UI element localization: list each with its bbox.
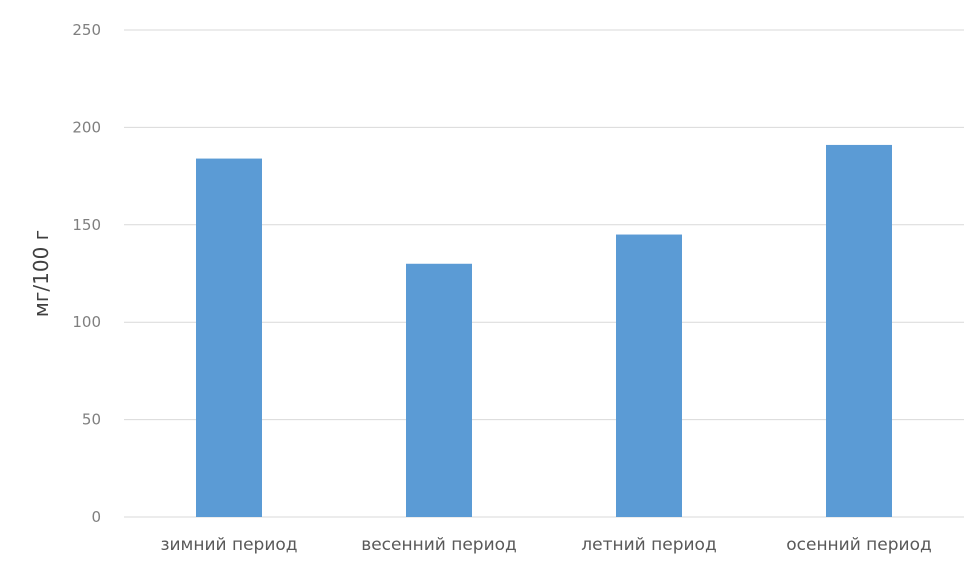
x-category-label: весенний период <box>361 535 517 555</box>
y-tick-labels: 0 50 100 150 200 250 <box>72 21 101 526</box>
x-category-labels: зимний период весенний период летний перио… <box>160 535 931 555</box>
y-tick-label: 250 <box>72 21 101 39</box>
y-tick-label: 150 <box>72 216 101 234</box>
x-category-label: зимний период <box>160 535 297 555</box>
y-tick-label: 50 <box>82 411 101 429</box>
bar <box>406 263 472 517</box>
y-tick-label: 200 <box>72 118 101 136</box>
gridlines <box>124 29 964 518</box>
bars <box>196 144 892 518</box>
x-category-label: летний период <box>581 535 716 555</box>
bar <box>196 158 262 517</box>
y-tick-label: 100 <box>72 313 101 331</box>
bar <box>826 144 892 517</box>
y-axis-title: мг/100 г <box>29 230 53 317</box>
y-tick-label: 0 <box>91 508 101 526</box>
x-category-label: осенний период <box>786 535 932 555</box>
bar <box>616 234 682 518</box>
